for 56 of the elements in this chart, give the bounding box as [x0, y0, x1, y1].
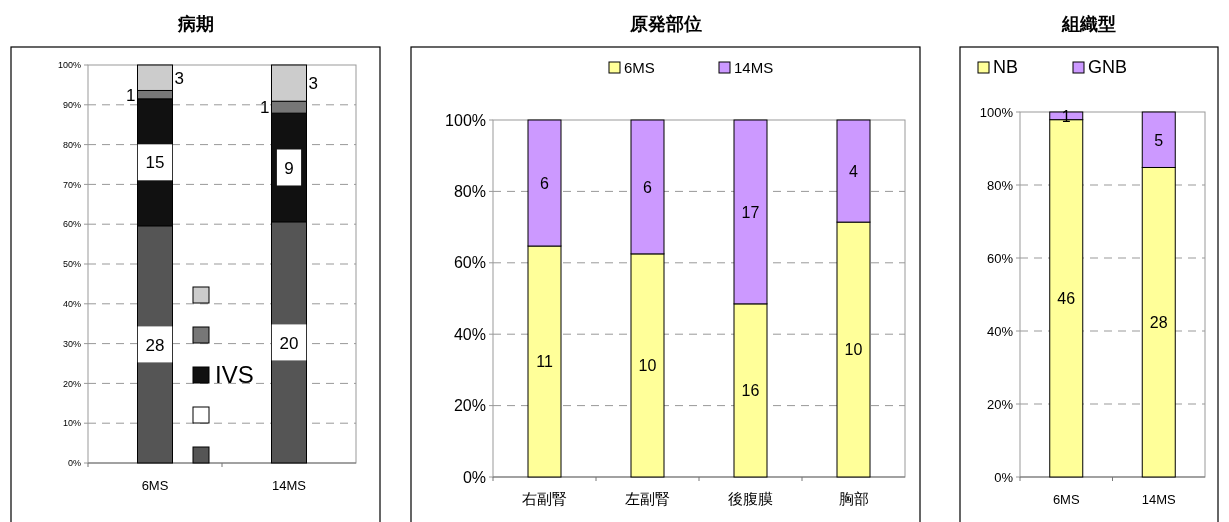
- annotation: 1: [126, 85, 136, 105]
- annotation: 10: [844, 341, 863, 359]
- chart-title: 組織型: [1061, 14, 1116, 34]
- annotation: 3: [174, 68, 184, 88]
- annotation: 28: [145, 335, 165, 355]
- legend-label: IVS: [215, 361, 254, 388]
- y-tick-label: 20%: [62, 378, 81, 389]
- annotation: 17: [741, 203, 760, 221]
- y-tick-label: 30%: [62, 338, 81, 349]
- y-tick-label: 0%: [462, 468, 486, 486]
- y-tick-label: 60%: [453, 254, 486, 272]
- annotation: 1: [260, 98, 270, 118]
- annotation: 5: [1154, 131, 1164, 149]
- legend-label: 6MS: [624, 59, 655, 76]
- annotation: 16: [741, 382, 760, 400]
- chart-title: 原発部位: [628, 14, 702, 34]
- annotation: 28: [1149, 314, 1168, 331]
- y-tick-label: 40%: [62, 298, 81, 309]
- legend-label: GNB: [1088, 57, 1128, 77]
- x-tick-label: 6MS: [1052, 492, 1080, 507]
- annotation: 9: [284, 158, 294, 178]
- y-tick-label: 100%: [979, 104, 1014, 120]
- y-tick-label: 40%: [453, 325, 486, 343]
- y-tick-label: 100%: [57, 60, 81, 71]
- annotation: 20: [279, 333, 299, 353]
- y-tick-label: 20%: [453, 397, 486, 415]
- annotation: 6: [643, 178, 653, 196]
- y-tick-label: 80%: [453, 183, 486, 200]
- x-tick-label: 後腹膜: [728, 490, 773, 507]
- annotation: 46: [1057, 290, 1076, 308]
- x-tick-label: 14MS: [1141, 492, 1177, 507]
- y-tick-label: 100%: [445, 111, 486, 129]
- y-tick-label: 60%: [62, 219, 81, 230]
- y-tick-label: 10%: [62, 418, 81, 429]
- chart-title: 病期: [176, 14, 214, 34]
- y-tick-label: 90%: [62, 99, 81, 110]
- x-tick-label: 右副腎: [522, 490, 567, 507]
- y-tick-label: 0%: [67, 458, 81, 469]
- x-tick-label: 胸部: [838, 490, 869, 507]
- annotation: 10: [638, 357, 657, 375]
- y-tick-label: 0%: [994, 469, 1014, 485]
- y-tick-label: 80%: [986, 177, 1014, 193]
- annotation: 4: [849, 162, 859, 180]
- y-tick-label: 80%: [62, 139, 81, 150]
- annotation: 6: [540, 174, 550, 192]
- y-tick-label: 20%: [986, 396, 1014, 412]
- y-tick-label: 70%: [62, 179, 81, 190]
- annotation: 11: [536, 353, 553, 371]
- y-tick-label: 40%: [986, 323, 1014, 339]
- annotation: 15: [145, 153, 165, 173]
- y-tick-label: 50%: [62, 259, 81, 270]
- annotation: 3: [308, 74, 318, 94]
- y-tick-label: 60%: [986, 250, 1014, 266]
- legend-label: 14MS: [734, 59, 774, 76]
- x-tick-label: 左副腎: [625, 490, 670, 507]
- legend-label: NB: [993, 57, 1019, 77]
